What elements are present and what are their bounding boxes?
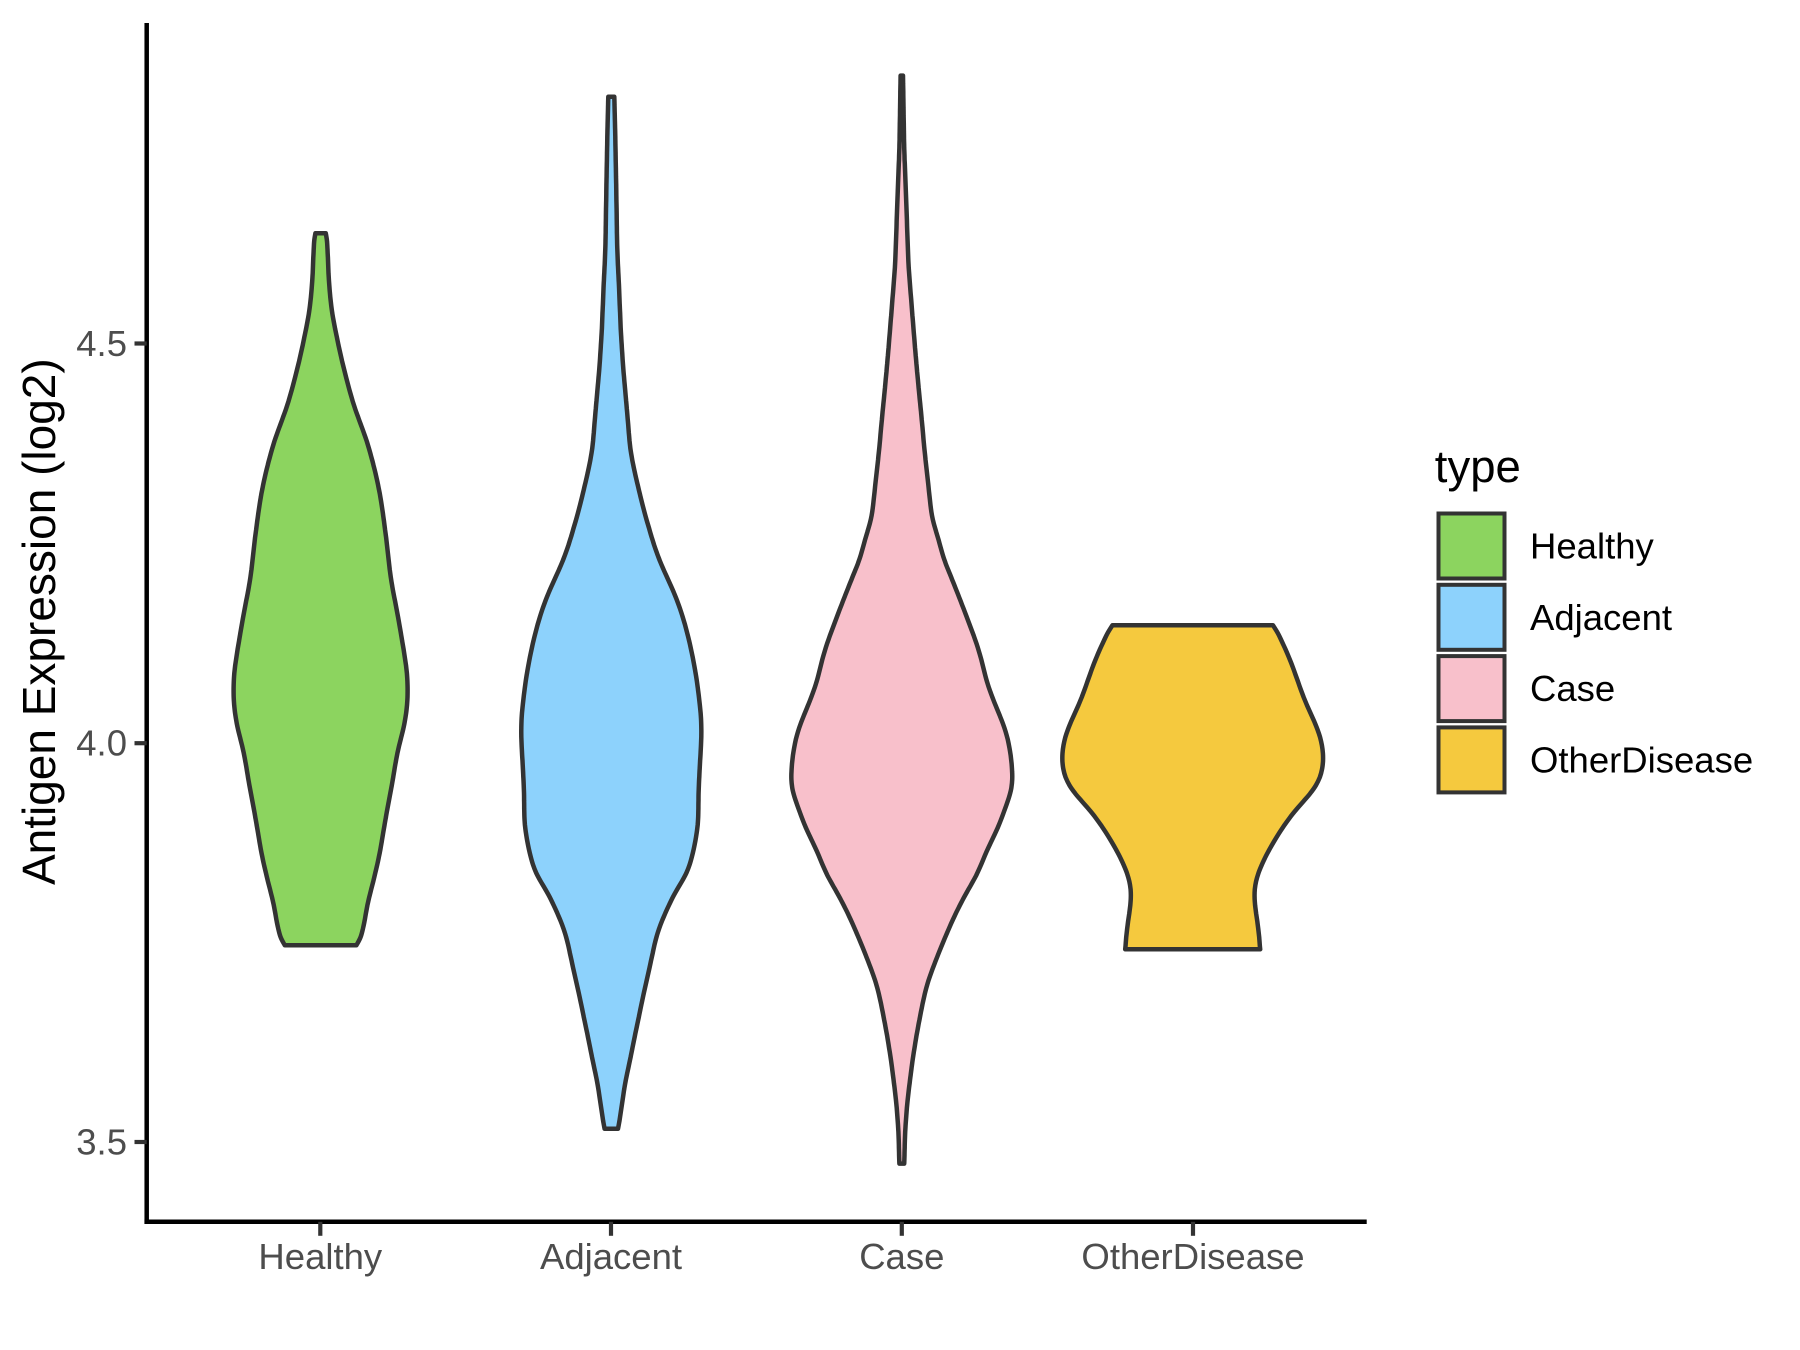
svg-text:Adjacent: Adjacent bbox=[1530, 597, 1672, 638]
svg-text:Healthy: Healthy bbox=[1530, 526, 1655, 567]
svg-text:Antigen Expression (log2): Antigen Expression (log2) bbox=[13, 358, 65, 885]
svg-text:Case: Case bbox=[859, 1236, 944, 1277]
svg-text:4.5: 4.5 bbox=[76, 323, 127, 364]
svg-text:Adjacent: Adjacent bbox=[540, 1236, 682, 1277]
svg-text:3.5: 3.5 bbox=[76, 1122, 127, 1163]
svg-text:Case: Case bbox=[1530, 668, 1615, 709]
svg-text:OtherDisease: OtherDisease bbox=[1081, 1236, 1304, 1277]
svg-text:4.0: 4.0 bbox=[76, 723, 127, 764]
svg-text:OtherDisease: OtherDisease bbox=[1530, 739, 1753, 780]
svg-text:type: type bbox=[1435, 441, 1521, 492]
svg-text:Healthy: Healthy bbox=[258, 1236, 383, 1277]
